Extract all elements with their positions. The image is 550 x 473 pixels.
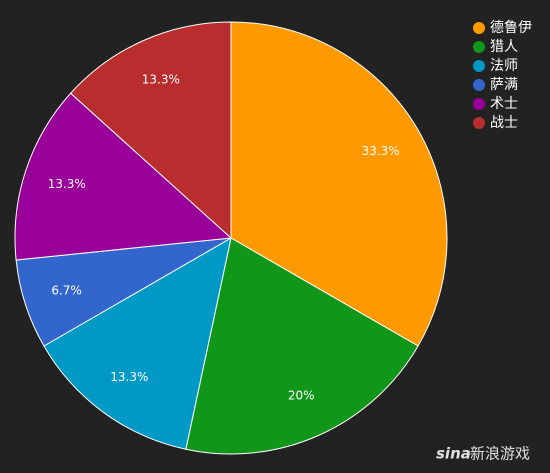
- slice-label: 13.3%: [110, 370, 148, 384]
- legend-swatch: [473, 117, 485, 129]
- legend-label: 德鲁伊: [490, 20, 532, 36]
- slice-label: 33.3%: [362, 144, 400, 158]
- legend-label: 术士: [490, 96, 518, 112]
- legend-swatch: [473, 60, 485, 72]
- slice-label: 20%: [288, 388, 315, 402]
- legend-label: 萨满: [490, 77, 518, 93]
- legend-swatch: [473, 22, 485, 34]
- legend-swatch: [473, 98, 485, 110]
- legend-label: 猎人: [490, 39, 518, 55]
- legend-label: 战士: [490, 115, 518, 131]
- slice-label: 6.7%: [51, 284, 82, 298]
- legend-label: 法师: [490, 58, 518, 74]
- pie-slice: [43, 237, 232, 450]
- pie-slice: [69, 21, 232, 240]
- slice-label: 13.3%: [48, 177, 86, 191]
- pie-slice: [185, 237, 419, 455]
- watermark: 新浪游戏: [470, 445, 530, 463]
- pie-slice: [14, 92, 233, 261]
- legend-swatch: [473, 41, 485, 53]
- slice-label: 13.3%: [142, 73, 180, 87]
- legend-swatch: [473, 79, 485, 91]
- watermark-brand: sina: [436, 445, 471, 463]
- pie-slice: [230, 21, 448, 347]
